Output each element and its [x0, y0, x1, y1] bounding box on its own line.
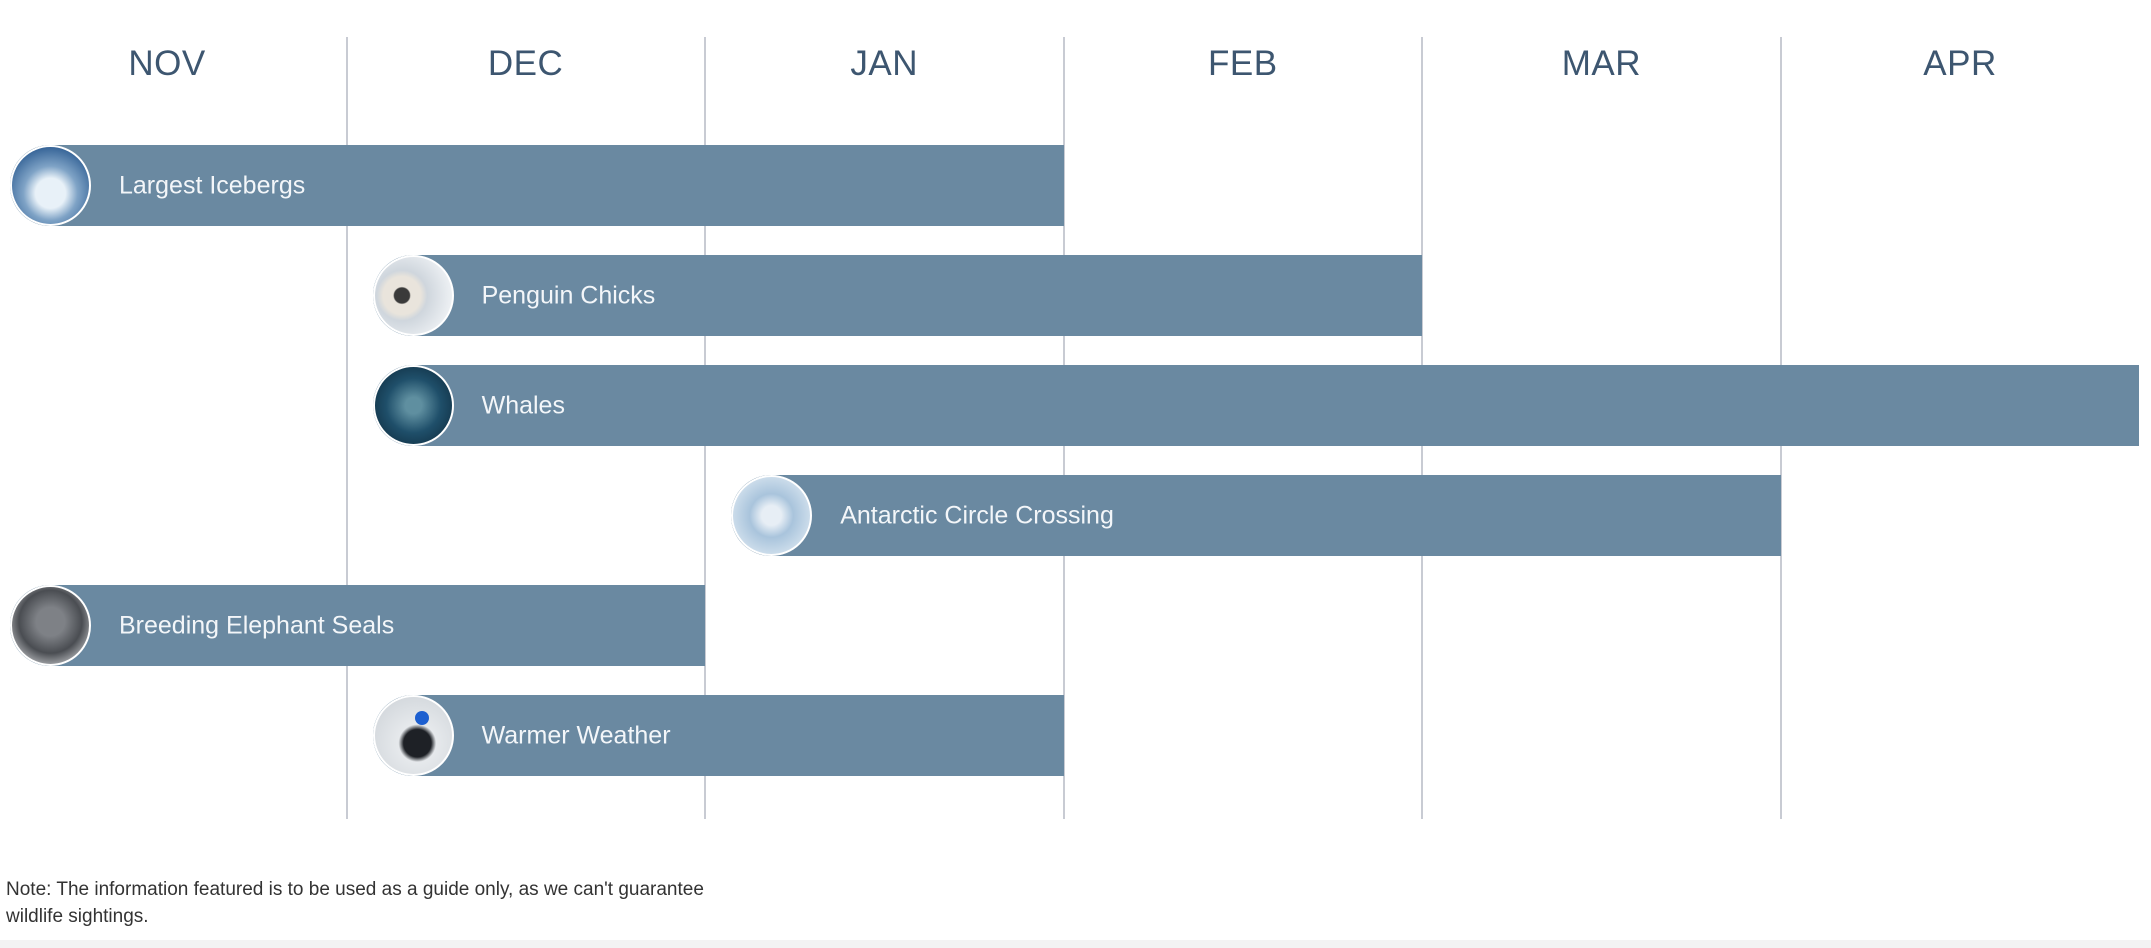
month-header-nov: NOV — [128, 44, 206, 83]
month-divider — [345, 37, 348, 819]
season-bar-seal: Breeding Elephant Seals — [10, 585, 706, 666]
bar-label: Warmer Weather — [481, 721, 671, 749]
season-bar-person: Warmer Weather — [372, 695, 1064, 776]
person-photo-icon — [372, 695, 454, 776]
season-bar-whale: Whales — [372, 365, 2139, 446]
month-header-feb: FEB — [1208, 44, 1278, 83]
month-header-dec: DEC — [487, 44, 564, 83]
bar-label: Whales — [481, 391, 565, 419]
month-header-jan: JAN — [850, 44, 918, 83]
bar-label: Largest Icebergs — [119, 171, 306, 199]
seal-photo-icon — [10, 585, 91, 666]
bar-label: Penguin Chicks — [481, 281, 656, 309]
disclaimer-note: Note: The information featured is to be … — [6, 879, 704, 927]
footer-strip — [0, 940, 2151, 948]
whale-photo-icon — [372, 365, 454, 446]
bar-label: Breeding Elephant Seals — [119, 611, 395, 639]
bar-label: Antarctic Circle Crossing — [840, 501, 1114, 529]
iceberg-photo-icon — [10, 145, 91, 226]
month-header-mar: MAR — [1561, 44, 1642, 83]
season-bar-penguin: Penguin Chicks — [372, 255, 1423, 336]
season-bar-iceberg: Largest Icebergs — [10, 145, 1064, 226]
season-bar-ship: Antarctic Circle Crossing — [731, 475, 1781, 556]
ship-photo-icon — [731, 475, 813, 556]
penguin-photo-icon — [372, 255, 454, 336]
month-header-apr: APR — [1923, 44, 1997, 83]
